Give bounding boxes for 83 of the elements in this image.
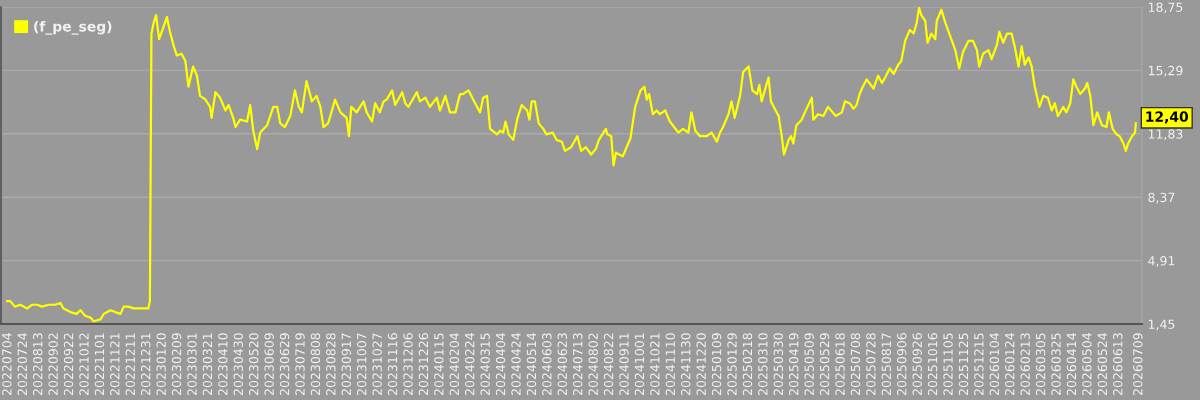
x-tick-label: 20220922 xyxy=(63,333,74,396)
y-tick-label: 18,75 xyxy=(1148,2,1183,14)
x-tick-label: 20250529 xyxy=(819,333,830,396)
x-tick-label: 20251215 xyxy=(974,333,984,396)
x-tick-label: 20250218 xyxy=(742,333,753,396)
x-tick-label: 20260305 xyxy=(1035,333,1046,396)
x-tick-label: 20240713 xyxy=(573,333,583,396)
x-tick-label: 20260124 xyxy=(1005,333,1015,396)
x-tick-label: 20230120 xyxy=(156,333,166,396)
x-tick-label: 20220902 xyxy=(48,333,58,396)
x-tick-label: 20250330 xyxy=(773,333,784,396)
x-tick-label: 20251125 xyxy=(958,333,969,396)
x-tick-label: 20240404 xyxy=(495,333,506,396)
x-tick-label: 20250618 xyxy=(835,333,845,396)
x-tick-label: 20231007 xyxy=(356,333,367,396)
x-tick-label: 20241001 xyxy=(634,333,645,396)
x-tick-label: 20241021 xyxy=(650,333,660,396)
x-tick-label: 20230629 xyxy=(279,333,290,396)
x-tick-label: 20241130 xyxy=(681,333,691,396)
x-tick-label: 20230917 xyxy=(341,333,352,396)
x-tick-label: 20240424 xyxy=(511,333,521,396)
x-tick-label: 20221101 xyxy=(94,333,105,396)
x-tick-label: 20231116 xyxy=(387,333,398,396)
x-tick-label: 20250708 xyxy=(850,333,861,396)
x-tick-label: 20251016 xyxy=(927,333,938,396)
x-tick-label: 20250419 xyxy=(789,333,799,396)
x-tick-label: 20240911 xyxy=(619,333,629,396)
x-tick-label: 20250129 xyxy=(727,333,737,396)
x-tick-label: 20231206 xyxy=(403,333,413,396)
x-tick-label: 20220813 xyxy=(32,333,43,396)
x-tick-label: 20230430 xyxy=(233,333,244,396)
x-tick-label: 20230808 xyxy=(310,333,321,396)
x-tick-label: 20260504 xyxy=(1082,333,1092,396)
x-tick-label: 20250509 xyxy=(804,333,814,396)
x-tick-label: 20240115 xyxy=(434,333,444,396)
x-tick-label: 20240224 xyxy=(465,333,475,396)
y-tick-label: 1,45 xyxy=(1148,319,1175,331)
x-tick-label: 20260613 xyxy=(1113,333,1123,396)
x-tick-label: 20251105 xyxy=(943,333,953,396)
x-tick-label: 20230410 xyxy=(218,333,228,396)
x-tick-label: 20260709 xyxy=(1133,333,1143,396)
annotation: 12,40 xyxy=(1146,111,1189,124)
y-tick-label: 8,37 xyxy=(1148,192,1175,204)
x-tick-label: 20260414 xyxy=(1066,333,1077,396)
x-tick-label: 20230301 xyxy=(187,333,197,396)
x-tick-label: 20230520 xyxy=(248,333,259,396)
y-tick-label: 11,83 xyxy=(1148,129,1183,140)
x-tick-label: 20250109 xyxy=(711,333,722,396)
x-tick-label: 20221121 xyxy=(110,333,120,396)
x-tick-label: 20250817 xyxy=(881,333,892,396)
y-tick-label: 4,91 xyxy=(1148,256,1175,267)
x-tick-label: 20231027 xyxy=(372,333,382,396)
x-tick-label: 20250926 xyxy=(912,333,922,396)
x-tick-label: 20221012 xyxy=(79,333,89,396)
x-tick-label: 20230828 xyxy=(326,333,336,396)
x-tick-label: 20241110 xyxy=(665,333,676,396)
y-tick-label: 15,29 xyxy=(1148,65,1183,77)
x-tick-label: 20250728 xyxy=(866,333,876,396)
legend-label: (f_pe_seg) xyxy=(34,20,112,35)
x-tick-label: 20260524 xyxy=(1097,333,1108,396)
x-tick-label: 20230209 xyxy=(171,333,182,396)
x-tick-label: 20241220 xyxy=(696,333,706,396)
x-tick-label: 20250310 xyxy=(758,333,768,396)
x-tick-label: 20240802 xyxy=(588,333,598,396)
x-tick-label: 20220704 xyxy=(2,333,12,396)
x-tick-label: 20260213 xyxy=(1020,333,1030,396)
x-tick-label: 20221211 xyxy=(125,333,135,396)
x-tick-label: 20240822 xyxy=(603,333,614,396)
x-tick-label: 20240514 xyxy=(526,333,537,396)
x-tick-label: 20230609 xyxy=(264,333,274,396)
x-tick-label: 20220724 xyxy=(17,333,27,396)
x-tick-label: 20231226 xyxy=(418,333,429,396)
x-tick-label: 20230321 xyxy=(202,333,213,396)
x-tick-label: 20260325 xyxy=(1051,333,1061,396)
x-tick-label: 20221231 xyxy=(140,333,151,396)
x-tick-label: 20260104 xyxy=(989,333,1000,396)
x-tick-label: 20230719 xyxy=(295,333,305,396)
x-tick-label: 20250906 xyxy=(897,333,907,396)
x-tick-label: 20240623 xyxy=(557,333,568,396)
x-tick-label: 20240204 xyxy=(449,333,460,396)
x-tick-label: 20240315 xyxy=(480,333,490,396)
line-series xyxy=(6,7,1137,323)
x-tick-label: 20240603 xyxy=(542,333,552,396)
